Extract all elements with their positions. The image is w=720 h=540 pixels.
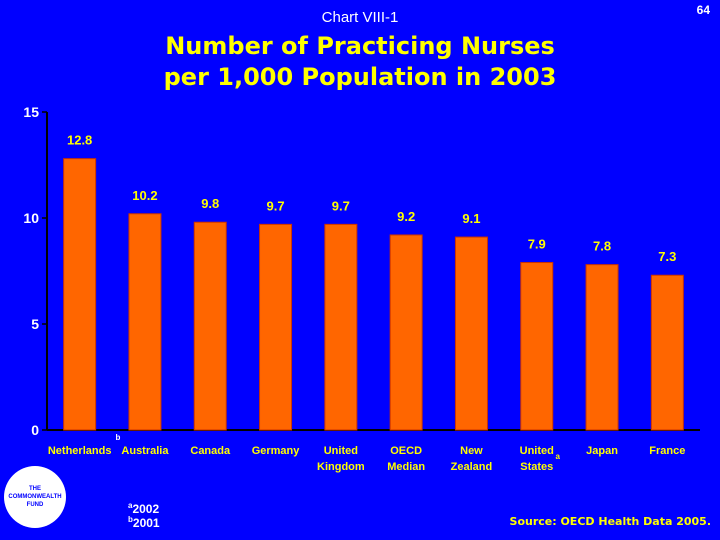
bar-8 [585, 264, 619, 431]
x-tick-label-7-1: States [520, 461, 553, 473]
bar-value-label-4: 9.7 [332, 198, 350, 213]
y-tick-label-0: 0 [31, 422, 39, 438]
bar-value-label-6: 9.1 [462, 211, 480, 226]
source-note: Source: OECD Health Data 2005. [509, 515, 711, 528]
x-tick-label-5-1: Median [387, 461, 425, 473]
chart-title-line-1: Number of Practicing Nurses [165, 32, 555, 60]
y-tick-label-15: 15 [23, 104, 39, 120]
bar-1 [128, 213, 162, 431]
bar-7 [520, 262, 554, 431]
bar-5 [389, 234, 423, 431]
x-tick-label-9-0: France [649, 445, 685, 457]
bar-value-label-5: 9.2 [397, 209, 415, 224]
x-tick-label-0-0: Netherlands [48, 445, 112, 457]
bar-value-label-7: 7.9 [528, 237, 546, 252]
y-tick-label-10: 10 [23, 210, 39, 226]
page-number: 64 [696, 3, 710, 17]
bar-value-label-2: 9.8 [201, 196, 219, 211]
footnote-a-mark: a [128, 501, 133, 510]
chart-title-line-2: per 1,000 Population in 2003 [163, 63, 557, 91]
bar-value-label-1: 10.2 [132, 188, 157, 203]
footnote-b-mark: b [128, 515, 133, 524]
logo-line-1: THE [29, 486, 41, 492]
bar-value-label-9: 7.3 [658, 249, 676, 264]
x-tick-label-4-0: United [324, 445, 358, 457]
logo-line-2: COMMONWEALTH [8, 494, 62, 500]
chart-number-label: Chart VIII-1 [321, 9, 399, 26]
footnote-b: b2001 [128, 515, 160, 531]
y-tick-label-5: 5 [31, 316, 39, 332]
x-tick-label-6-0: New [460, 445, 483, 457]
footnote-a-text: 2002 [132, 502, 160, 516]
x-tick-label-5-0: OECD [390, 445, 422, 457]
footnote-a: a2002 [128, 501, 160, 517]
bar-3 [259, 223, 293, 431]
logo-line-3: FUND [26, 502, 44, 508]
x-tick-label-8-0: Japan [586, 445, 618, 457]
bar-0 [63, 158, 97, 431]
commonwealth-fund-logo: THE COMMONWEALTH FUND [4, 466, 66, 528]
bar-6 [454, 236, 488, 431]
x-tick-label-6-1: Zealand [451, 461, 493, 473]
x-tick-label-4-1: Kingdom [317, 461, 365, 473]
footnote-mark-united-states: a [556, 452, 561, 461]
bar-value-label-0: 12.8 [67, 133, 92, 148]
chart-title: Number of Practicing Nurses per 1,000 Po… [0, 31, 720, 93]
bar-value-label-3: 9.7 [267, 198, 285, 213]
x-tick-label-3-0: Germany [252, 445, 301, 457]
bar-2 [193, 221, 227, 431]
footnote-b-text: 2001 [132, 516, 160, 530]
bar-value-label-8: 7.8 [593, 239, 611, 254]
bar-9 [650, 274, 684, 431]
bar-4 [324, 223, 358, 431]
x-tick-label-2-0: Canada [190, 445, 231, 457]
x-tick-label-7-0: United [520, 445, 554, 457]
x-tick-label-1-0: Australia [121, 445, 169, 457]
footnote-mark-australia: b [116, 433, 121, 442]
